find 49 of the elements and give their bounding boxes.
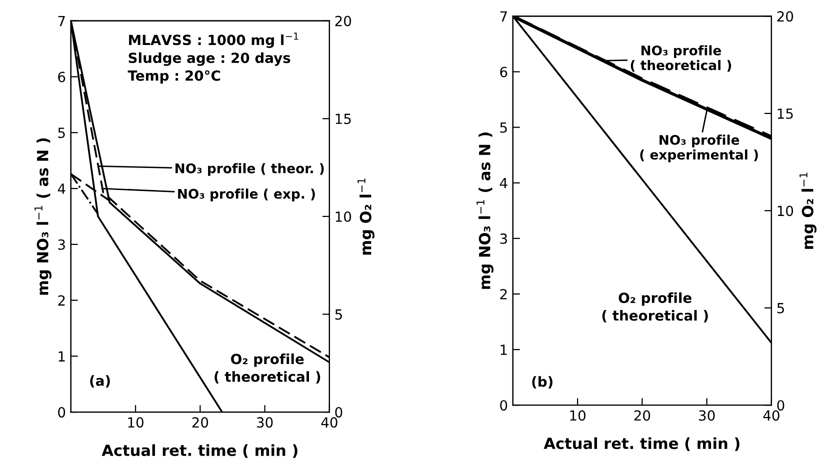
- y-tick-label: 1: [58, 351, 65, 362]
- x-axis-title: Actual ret. time ( min ): [102, 444, 298, 458]
- y2-axis-title: mg O₂ l$^{−1}$: [800, 172, 816, 249]
- y2-tick-label: 10: [336, 211, 352, 222]
- y-tick-label: 2: [58, 295, 65, 306]
- x-tick-label: 20: [192, 417, 208, 428]
- y-tick-label: 5: [58, 128, 65, 138]
- y2-tick-label: 0: [777, 400, 784, 411]
- y-tick-label: 6: [58, 72, 66, 82]
- text: MLAVSS : 1000 mg l$^{−1}$ Sludge age : 20 days Temp : 20°C: [128, 32, 298, 84]
- annotation: O₂ profile ( theoretical ): [602, 292, 708, 322]
- y-axis-title: mg NO₃ l$^{−1}$ ( as N ): [34, 138, 52, 295]
- x-tick-label: 10: [128, 417, 144, 428]
- x-tick-label: 20: [634, 410, 650, 421]
- x-tick-label: 40: [321, 417, 338, 428]
- y2-tick-label: 5: [777, 303, 784, 314]
- y2-tick-label: 15: [778, 108, 793, 119]
- x-tick-label: 40: [763, 410, 780, 421]
- y-tick-label: 2: [500, 288, 507, 300]
- x-axis-title: Actual ret. time ( min ): [544, 437, 740, 451]
- y2-tick-label: 20: [777, 11, 794, 22]
- y-tick-label: 6: [500, 66, 508, 78]
- annotation: NO₃ profile ( theoretical ): [630, 45, 732, 72]
- y2-tick-label: 0: [335, 407, 342, 418]
- y-tick-label: 0: [58, 407, 66, 418]
- y2-axis-title: mg O₂ l$^{−1}$: [358, 178, 374, 255]
- y-tick-label: 7: [58, 16, 65, 26]
- y-tick-label: 3: [58, 239, 65, 250]
- annotation: NO₃ profile ( experimental ): [640, 134, 758, 162]
- y-tick-label: 4: [58, 184, 66, 194]
- annotation: NO₃ profile ( exp. ): [178, 188, 315, 202]
- y-tick-label: 4: [500, 178, 508, 188]
- annotation: (b): [532, 376, 552, 389]
- y-tick-label: 5: [500, 122, 507, 133]
- annotation: O₂ profile ( theoretical ): [214, 353, 320, 384]
- annotation: (a): [90, 375, 110, 388]
- x-tick-label: 10: [570, 410, 586, 421]
- y-axis-title: mg NO₃ l$^{−1}$ ( as N ): [476, 132, 494, 289]
- y-tick-label: 1: [500, 344, 507, 355]
- y-tick-label: 0: [500, 400, 508, 411]
- y2-tick-label: 5: [335, 309, 342, 320]
- y-tick-label: 3: [500, 233, 507, 244]
- x-tick-label: 30: [257, 417, 273, 428]
- y2-tick-label: 10: [778, 206, 794, 216]
- y2-tick-label: 15: [336, 114, 351, 124]
- y-tick-label: 7: [500, 11, 507, 22]
- x-tick-label: 30: [699, 410, 715, 421]
- annotation: NO₃ profile ( theor. ): [176, 163, 324, 176]
- y2-tick-label: 20: [335, 16, 352, 26]
